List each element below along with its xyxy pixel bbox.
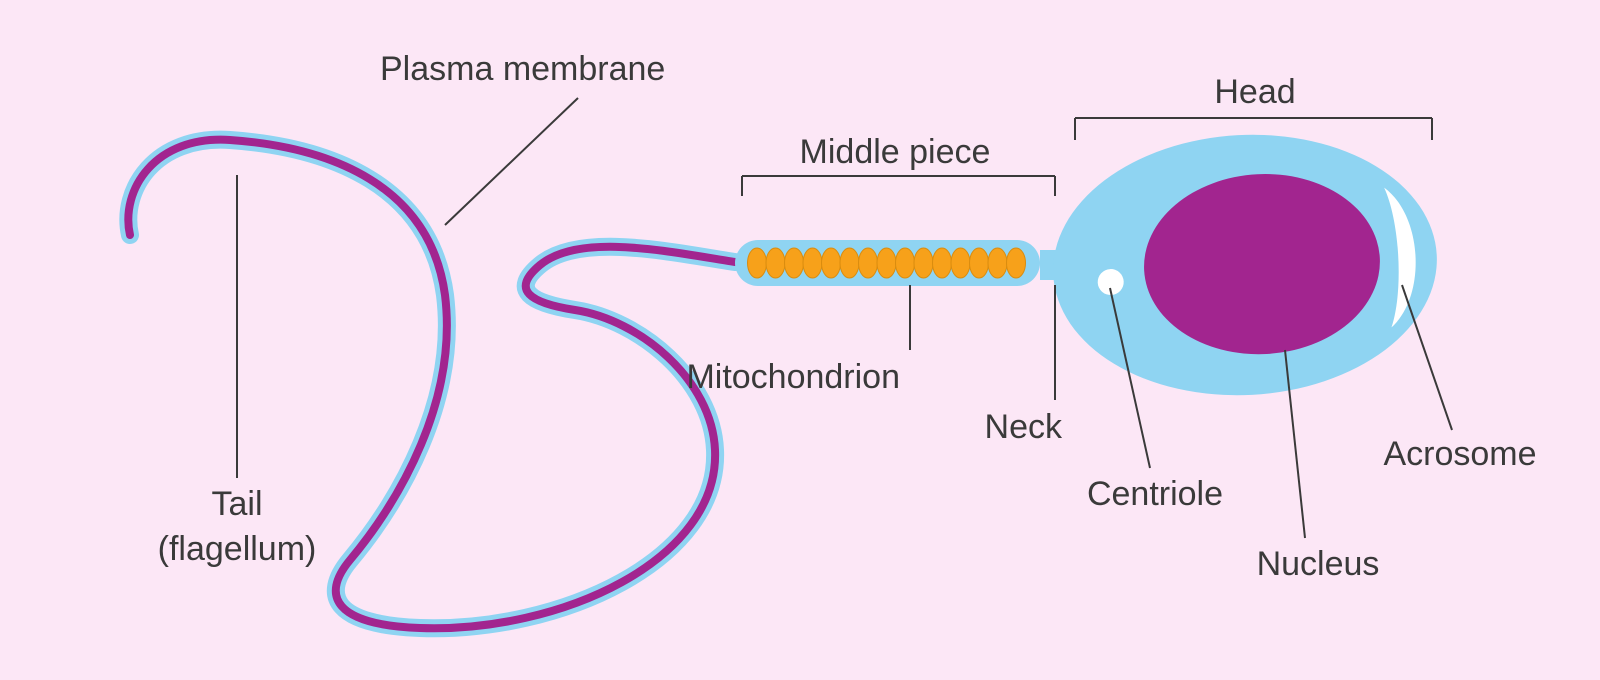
mitochondrion [748, 248, 767, 278]
mitochondrion [933, 248, 952, 278]
label-neck: Neck [985, 408, 1063, 446]
label-middle-piece: Middle piece [800, 133, 991, 171]
mitochondrion [877, 248, 896, 278]
label-tail-line2: (flagellum) [158, 530, 317, 568]
mitochondrion [988, 248, 1007, 278]
label-mitochondrion: Mitochondrion [686, 358, 900, 396]
mitochondrion [766, 248, 785, 278]
mitochondrion [914, 248, 933, 278]
mitochondrion [785, 248, 804, 278]
mitochondria-group [748, 248, 1026, 278]
mitochondrion [1007, 248, 1026, 278]
mitochondrion [803, 248, 822, 278]
mitochondrion [859, 248, 878, 278]
label-acrosome: Acrosome [1383, 435, 1536, 473]
mitochondrion [896, 248, 915, 278]
label-centriole: Centriole [1087, 475, 1223, 513]
label-tail-line1: Tail [211, 485, 262, 523]
mitochondrion [840, 248, 859, 278]
mitochondrion [970, 248, 989, 278]
mitochondrion [951, 248, 970, 278]
mitochondrion [822, 248, 841, 278]
label-nucleus: Nucleus [1257, 545, 1380, 583]
label-plasma-membrane: Plasma membrane [380, 50, 665, 88]
label-head: Head [1214, 73, 1295, 111]
